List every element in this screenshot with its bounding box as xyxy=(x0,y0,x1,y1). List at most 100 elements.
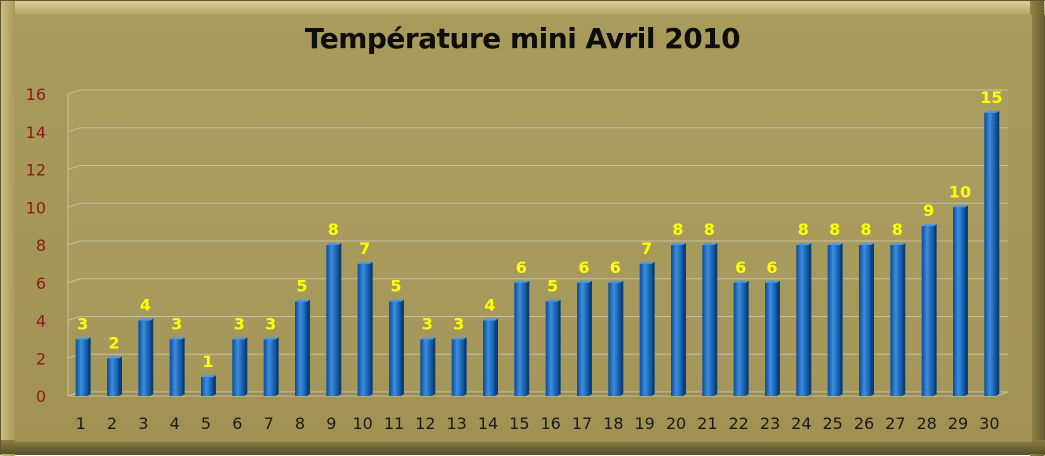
bar-side xyxy=(557,299,561,396)
data-label: 8 xyxy=(328,220,339,239)
bar xyxy=(765,282,777,396)
bar-top xyxy=(201,375,216,378)
y-tick-label: 10 xyxy=(26,198,46,217)
data-label: 6 xyxy=(578,258,589,277)
bar-side xyxy=(620,280,624,396)
bar-top xyxy=(765,280,780,283)
bar xyxy=(890,245,903,396)
x-tick-label: 10 xyxy=(352,414,372,433)
bar-top xyxy=(953,205,968,208)
bar xyxy=(953,207,965,396)
bar-side xyxy=(933,224,937,396)
bar-side xyxy=(401,299,404,396)
bar-side xyxy=(150,318,154,396)
x-tick-label: 2 xyxy=(107,414,117,433)
bar xyxy=(232,339,245,396)
bar xyxy=(75,339,88,396)
bar-top xyxy=(107,356,122,359)
bar-top xyxy=(357,261,373,264)
data-label: 8 xyxy=(860,220,871,239)
data-label: 5 xyxy=(547,277,558,296)
x-tick-label: 15 xyxy=(509,414,529,433)
data-label: 8 xyxy=(672,220,683,239)
bar-top xyxy=(169,337,185,340)
bar xyxy=(921,226,934,396)
x-tick-label: 24 xyxy=(791,414,811,433)
bar-top xyxy=(514,280,530,283)
y-tick-label: 2 xyxy=(36,349,46,368)
x-tick-label: 16 xyxy=(540,414,560,433)
bar-side xyxy=(902,243,906,396)
data-label: 3 xyxy=(453,314,464,333)
data-label: 10 xyxy=(949,182,971,201)
data-label: 4 xyxy=(484,296,495,315)
bar-top xyxy=(138,318,154,321)
data-label: 3 xyxy=(265,314,276,333)
bar-top xyxy=(577,280,592,283)
x-tick-label: 5 xyxy=(201,414,211,433)
bar-side xyxy=(589,280,592,396)
data-label: 8 xyxy=(798,220,809,239)
x-tick-label: 1 xyxy=(76,414,86,433)
x-tick-label: 26 xyxy=(854,414,874,433)
x-tick-label: 18 xyxy=(603,414,623,433)
bar-top xyxy=(796,243,812,245)
bar xyxy=(671,245,683,396)
bar xyxy=(514,282,527,396)
data-label: 8 xyxy=(704,220,715,239)
data-label: 7 xyxy=(641,239,652,258)
bar xyxy=(201,377,213,396)
bar xyxy=(733,282,746,396)
x-tick-label: 27 xyxy=(885,414,905,433)
bar xyxy=(639,263,652,396)
data-label: 5 xyxy=(296,277,307,296)
x-tick-label: 12 xyxy=(415,414,435,433)
data-label: 9 xyxy=(923,201,934,220)
gridline-depth xyxy=(67,240,81,246)
bar-top xyxy=(827,243,843,245)
x-tick-label: 11 xyxy=(384,414,404,433)
bar-top xyxy=(389,299,404,302)
gridline-depth xyxy=(67,127,81,133)
bar-side xyxy=(338,243,342,396)
x-tick-label: 17 xyxy=(572,414,592,433)
bar-side xyxy=(777,280,780,396)
data-label: 2 xyxy=(108,333,119,352)
frame-bevel-right xyxy=(1030,1,1044,456)
x-tick-label: 23 xyxy=(760,414,780,433)
bar-side xyxy=(213,375,216,396)
bar-top xyxy=(639,261,655,264)
data-label: 8 xyxy=(892,220,903,239)
bar xyxy=(326,245,339,396)
x-tick-label: 4 xyxy=(170,414,180,433)
bar-side xyxy=(275,337,279,396)
bar-top xyxy=(263,337,279,340)
x-tick-label: 19 xyxy=(634,414,654,433)
x-tick-label: 21 xyxy=(697,414,717,433)
bar-side xyxy=(651,261,655,396)
bar xyxy=(295,301,307,396)
bar-side xyxy=(432,337,436,396)
bar xyxy=(827,245,840,396)
data-label: 3 xyxy=(422,314,433,333)
x-tick-label: 7 xyxy=(264,414,274,433)
data-label: 3 xyxy=(234,314,245,333)
bar xyxy=(138,320,151,396)
x-tick-label: 13 xyxy=(446,414,466,433)
data-label: 3 xyxy=(171,314,182,333)
y-tick-label: 14 xyxy=(26,123,46,142)
bar-top xyxy=(326,243,342,245)
bar-side xyxy=(307,299,310,396)
bar xyxy=(702,245,715,396)
y-tick-label: 0 xyxy=(36,387,46,406)
bar xyxy=(859,245,871,396)
bar-top xyxy=(232,337,248,340)
bar xyxy=(545,301,558,396)
bar-top xyxy=(483,318,498,321)
data-label: 5 xyxy=(390,277,401,296)
bar xyxy=(483,320,495,396)
frame-bevel-bottom xyxy=(1,440,1045,454)
x-tick-label: 3 xyxy=(138,414,148,433)
x-tick-label: 28 xyxy=(916,414,936,433)
